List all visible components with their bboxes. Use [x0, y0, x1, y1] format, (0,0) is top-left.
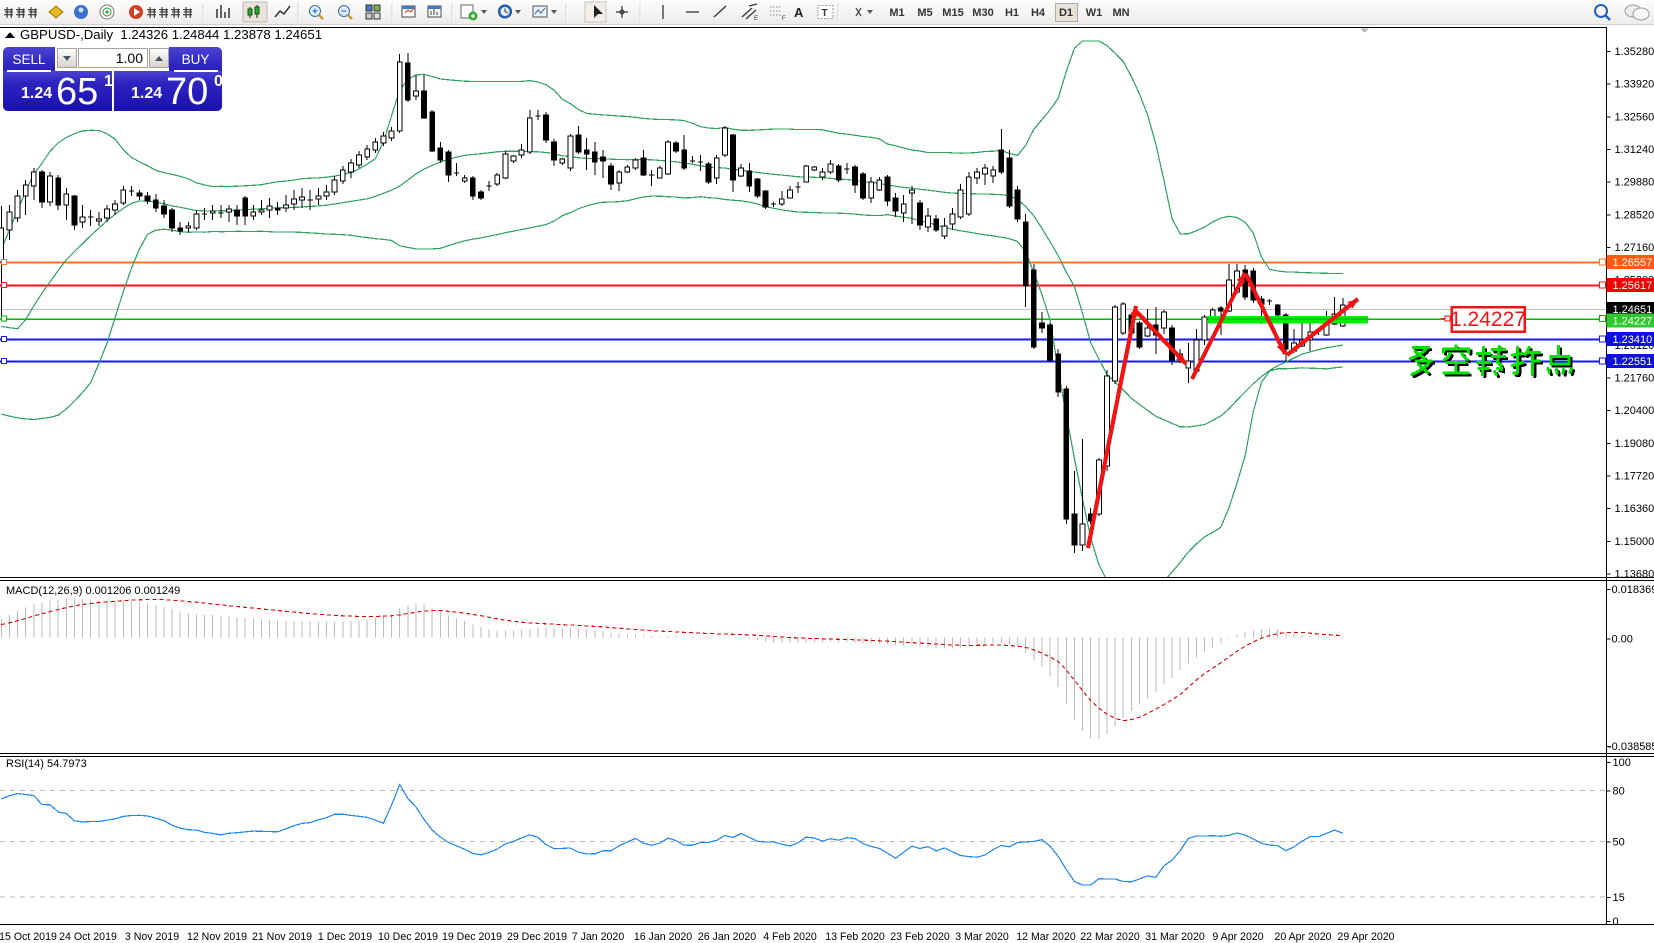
- svg-text:1.24651: 1.24651: [1613, 304, 1653, 316]
- svg-text:1.31240: 1.31240: [1615, 144, 1654, 156]
- svg-text:50: 50: [1613, 837, 1625, 849]
- svg-text:1.32560: 1.32560: [1615, 111, 1654, 123]
- svg-text:22 Mar 2020: 22 Mar 2020: [1080, 931, 1140, 943]
- svg-text:15 Oct 2019: 15 Oct 2019: [0, 931, 57, 943]
- svg-text:15: 15: [1613, 892, 1625, 904]
- svg-text:1.24227: 1.24227: [1450, 308, 1526, 331]
- svg-text:E: E: [754, 16, 758, 22]
- svg-text:MACD(12,26,9) 0.001206 0.00124: MACD(12,26,9) 0.001206 0.001249: [6, 585, 180, 597]
- svg-text:1.26557: 1.26557: [1613, 257, 1653, 269]
- svg-text:13 Feb 2020: 13 Feb 2020: [825, 931, 885, 943]
- svg-text:MN: MN: [1112, 7, 1129, 19]
- svg-text:1.28520: 1.28520: [1615, 209, 1654, 221]
- svg-text:M30: M30: [972, 7, 993, 19]
- svg-text:16 Jan 2020: 16 Jan 2020: [634, 931, 692, 943]
- svg-text:31 Mar 2020: 31 Mar 2020: [1145, 931, 1205, 943]
- svg-text:80: 80: [1613, 785, 1625, 797]
- svg-text:M1: M1: [889, 7, 904, 19]
- svg-text:1.24227: 1.24227: [1613, 315, 1653, 327]
- svg-text:21 Nov 2019: 21 Nov 2019: [252, 931, 312, 943]
- svg-text:0.00: 0.00: [1612, 633, 1633, 645]
- svg-text:3 Mar 2020: 3 Mar 2020: [955, 931, 1009, 943]
- svg-text:A: A: [794, 5, 804, 20]
- svg-text:1.29880: 1.29880: [1615, 177, 1654, 189]
- svg-text:10 Dec 2019: 10 Dec 2019: [378, 931, 438, 943]
- svg-text:1.17720: 1.17720: [1615, 471, 1654, 483]
- svg-text:T: T: [822, 8, 828, 19]
- svg-text:1.13680: 1.13680: [1615, 568, 1654, 580]
- svg-text:1.35280: 1.35280: [1615, 46, 1654, 58]
- svg-text:1.25617: 1.25617: [1613, 280, 1653, 292]
- svg-text:1.22551: 1.22551: [1613, 356, 1653, 368]
- svg-text:4 Feb 2020: 4 Feb 2020: [763, 931, 817, 943]
- svg-text:D1: D1: [1059, 7, 1073, 19]
- svg-text:1 Dec 2019: 1 Dec 2019: [318, 931, 372, 943]
- svg-text:-0.038585: -0.038585: [1608, 741, 1654, 753]
- svg-text:100: 100: [1613, 757, 1631, 769]
- svg-text:1.33920: 1.33920: [1615, 79, 1654, 91]
- svg-text:H4: H4: [1031, 7, 1046, 19]
- svg-text:24 Oct 2019: 24 Oct 2019: [59, 931, 117, 943]
- svg-text:9 Apr 2020: 9 Apr 2020: [1212, 931, 1263, 943]
- svg-text:1.16360: 1.16360: [1615, 503, 1654, 515]
- svg-text:0: 0: [1613, 916, 1619, 928]
- svg-text:1.19080: 1.19080: [1615, 438, 1654, 450]
- svg-text:M15: M15: [942, 7, 963, 19]
- svg-text:1.27160: 1.27160: [1615, 242, 1654, 254]
- svg-text:29 Apr 2020: 29 Apr 2020: [1337, 931, 1394, 943]
- svg-text:M5: M5: [917, 7, 932, 19]
- svg-text:12 Nov 2019: 12 Nov 2019: [187, 931, 247, 943]
- svg-text:3 Nov 2019: 3 Nov 2019: [125, 931, 179, 943]
- svg-text:GBPUSD-,Daily 1.24326 1.24844: GBPUSD-,Daily 1.24326 1.24844 1.23878 1.…: [20, 27, 322, 42]
- svg-text:0.018369: 0.018369: [1612, 584, 1654, 596]
- svg-text:W1: W1: [1086, 7, 1103, 19]
- svg-text:7 Jan 2020: 7 Jan 2020: [572, 931, 625, 943]
- svg-text:H1: H1: [1005, 7, 1019, 19]
- svg-text:1.20400: 1.20400: [1615, 405, 1654, 417]
- svg-text:1.21760: 1.21760: [1615, 373, 1654, 385]
- svg-text:19 Dec 2019: 19 Dec 2019: [442, 931, 502, 943]
- svg-text:12 Mar 2020: 12 Mar 2020: [1016, 931, 1076, 943]
- svg-text:1.23410: 1.23410: [1613, 334, 1653, 346]
- svg-text:29 Dec 2019: 29 Dec 2019: [507, 931, 567, 943]
- svg-text:20 Apr 2020: 20 Apr 2020: [1274, 931, 1331, 943]
- svg-text:23 Feb 2020: 23 Feb 2020: [890, 931, 950, 943]
- svg-text:F: F: [782, 16, 786, 22]
- svg-text:RSI(14) 54.7973: RSI(14) 54.7973: [6, 758, 87, 770]
- svg-text:26 Jan 2020: 26 Jan 2020: [698, 931, 756, 943]
- svg-text:1.15000: 1.15000: [1615, 536, 1654, 548]
